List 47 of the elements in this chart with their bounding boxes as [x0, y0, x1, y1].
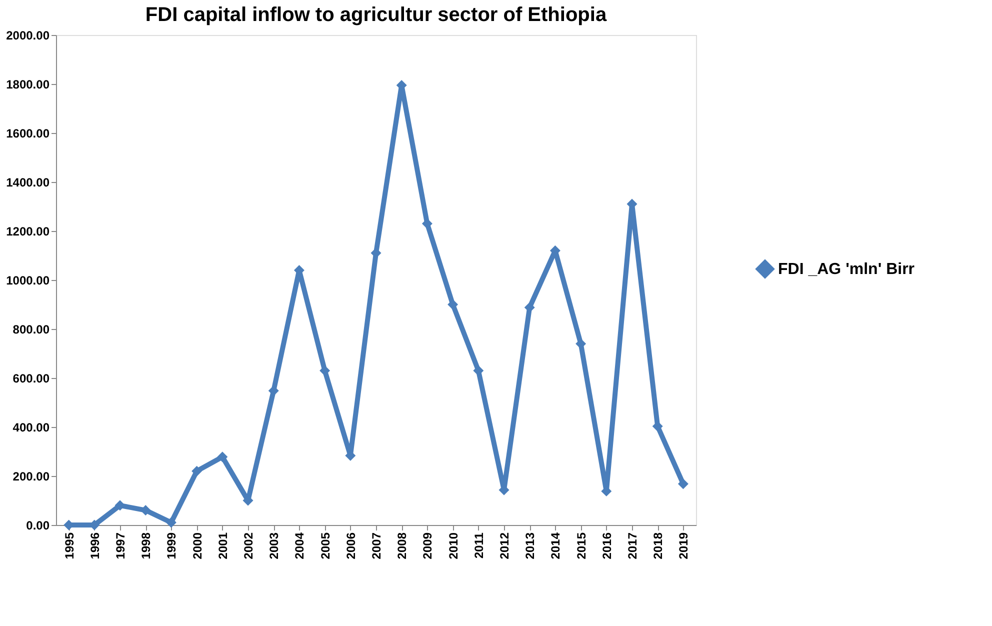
- x-tick-label: 2010: [446, 532, 460, 560]
- x-tick-label: 2012: [498, 532, 512, 560]
- point: [320, 365, 330, 376]
- x-tick-label: 2000: [190, 532, 204, 560]
- point: [217, 452, 228, 462]
- x-tick-label: 2006: [344, 532, 358, 560]
- point: [192, 466, 202, 476]
- y-tick-label: 200.00: [12, 470, 50, 484]
- x-tick-label: 1995: [62, 532, 76, 560]
- x-tick-label: 2002: [242, 532, 256, 560]
- x-tick-label: 1996: [88, 532, 102, 560]
- x-tick-label: 2018: [651, 532, 666, 560]
- point: [166, 517, 176, 528]
- point: [678, 478, 688, 490]
- y-tick-label: 2000.00: [6, 28, 50, 42]
- y-tick-label: 400.00: [12, 420, 50, 434]
- x-tick-label: 2016: [600, 532, 614, 560]
- x-tick-label: 2017: [626, 532, 640, 560]
- point: [576, 338, 586, 349]
- x-tick-label: 2015: [574, 532, 588, 560]
- x-tick-label: 2009: [420, 532, 435, 560]
- x-tick-label: 2019: [676, 532, 691, 560]
- y-tick-label: 1200.00: [6, 224, 50, 238]
- x-tick-label: 2011: [472, 532, 486, 559]
- chart-title: FDI capital inflow to agricultur sector of Ethiopia: [145, 4, 608, 26]
- y-tick-label: 1600.00: [6, 126, 50, 140]
- x-tick-label: 1998: [139, 532, 154, 560]
- legend-label: FDI _AG 'mln' Birr: [778, 261, 915, 278]
- y-tick-label: 800.00: [12, 322, 50, 336]
- x-tick-label: 1999: [164, 532, 179, 560]
- x-tick-label: 2001: [216, 532, 230, 560]
- x-tick-label: 2004: [292, 532, 307, 560]
- x-tick-label: 2008: [395, 532, 410, 560]
- y-tick-label: 1000.00: [6, 274, 50, 288]
- y-tick-label: 1800.00: [6, 78, 50, 92]
- point: [473, 365, 484, 376]
- x-tick-label: 2003: [267, 532, 282, 560]
- x-tick-label: 2005: [318, 532, 332, 560]
- x-tick-label: 2013: [523, 532, 538, 560]
- y-tick-label: 0.00: [26, 518, 50, 532]
- y-tick-label: 600.00: [12, 372, 50, 386]
- point: [114, 500, 126, 511]
- x-tick-label: 2014: [548, 532, 563, 560]
- y-tick-label: 1400.00: [6, 176, 50, 190]
- point: [448, 299, 458, 310]
- x-tick-label: 1997: [114, 532, 128, 560]
- x-tick-label: 2007: [370, 532, 384, 560]
